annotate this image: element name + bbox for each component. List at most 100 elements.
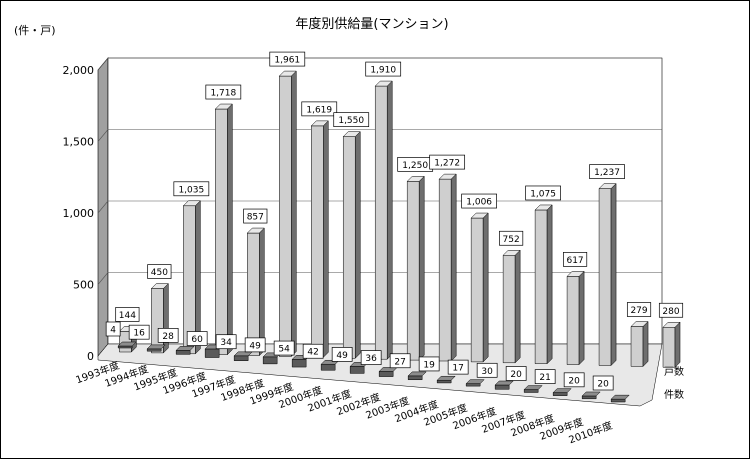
data-label-cases: 30 [481,367,493,377]
bar-households-side [610,183,617,367]
bar-households-top [662,322,681,328]
bar-households-top [438,173,457,180]
bar-households [438,178,452,362]
bar-households [566,276,580,365]
bar-households-side [227,103,233,356]
bar-households-top [598,183,617,189]
bar-households-top [566,271,585,277]
gridline-side [97,129,109,142]
bar-households [311,125,324,358]
data-label-cases: 49 [249,341,261,351]
bar-cases-top [146,344,166,350]
bar-cases-top [465,379,485,384]
bar-cases-top [407,371,427,377]
bar-cases-top [117,341,137,347]
bar-households-top [342,131,361,137]
data-label-box [389,353,411,369]
bar-households-top [374,80,393,87]
series-label: 件数 [664,388,684,401]
bar-households [502,255,516,364]
bar-households-side [546,204,553,365]
bar-households [215,108,228,355]
data-label-box [115,307,140,322]
bar-households [247,232,260,356]
data-label-households: 1,250 [402,161,428,171]
bar-households-top [310,120,329,127]
data-label-cases: 4 [110,326,116,336]
bar-households-side [323,120,329,359]
bar-cases [436,379,452,384]
data-label-box [331,347,353,362]
bar-cases-top [494,380,514,386]
bar-households-top [150,283,169,289]
y-tick-label: 0 [87,350,94,363]
bar-households [151,288,164,354]
data-label-box [626,302,652,317]
data-label-box [186,331,208,346]
bar-households-top [534,204,553,211]
data-label-box [447,359,469,375]
bar-cases-top [175,346,195,351]
gridline-side [97,57,109,71]
bar-cases [523,389,539,393]
data-label-cases: 19 [423,360,435,370]
data-label-box [243,208,268,224]
bar-households-side [291,70,297,358]
data-label-cases: 20 [510,370,522,380]
data-label-households: 752 [503,235,520,245]
bar-households-top [630,321,649,327]
bar-households-side [642,320,649,368]
bar-households-top [470,212,489,219]
bar-households-side [578,270,585,366]
data-label-cases: 28 [162,332,174,342]
data-label-box [592,375,614,391]
data-label-box [658,302,684,318]
data-label-cases: 42 [307,348,318,358]
data-label-box [333,112,370,128]
y-tick-label: 500 [73,279,94,292]
chart-title: 年度別供給量(マンション) [295,16,448,32]
data-label-box [429,154,466,170]
bar-households-side [418,175,425,361]
data-label-households: 857 [247,213,264,223]
bar-households-side [482,212,489,363]
gridline-side [97,272,109,285]
bar-cases [146,348,162,352]
data-label-cases: 20 [568,376,580,386]
bar-households-top [214,103,233,110]
data-label-box [360,350,382,365]
bar-households-top [502,250,521,256]
bar-cases [494,384,510,390]
bar-cases-top [436,375,456,381]
data-label-households: 1,619 [306,105,332,115]
data-label-box [128,324,150,340]
data-label-box [302,343,324,359]
data-label-households: 617 [566,256,583,266]
data-label-box [105,321,121,337]
data-label-box [476,362,498,378]
data-label-households: 1,718 [210,89,236,99]
bar-cases [262,356,278,365]
bar-households-top [182,200,201,207]
data-label-box [147,264,172,279]
data-label-households: 1,910 [370,66,396,76]
data-label-cases: 17 [452,364,463,374]
data-label-box [505,366,527,381]
bar-cases [407,375,423,381]
data-label-households: 1,237 [594,168,620,178]
y-tick-label: 2,000 [63,64,95,77]
bar-households [470,217,484,363]
bar-cases [291,359,307,368]
bar-cases-top [552,388,572,393]
bar-households-side [195,200,201,355]
bar-households [662,327,676,368]
y-tick-label: 1,500 [63,136,95,149]
bar-households-side [386,80,393,360]
data-label-households: 1,550 [338,116,364,126]
data-label-box [418,356,440,372]
data-label-box [563,372,585,388]
bar-cases [378,371,394,377]
bar-cases [552,392,568,396]
data-label-box [589,164,625,179]
bar-households [406,181,420,361]
